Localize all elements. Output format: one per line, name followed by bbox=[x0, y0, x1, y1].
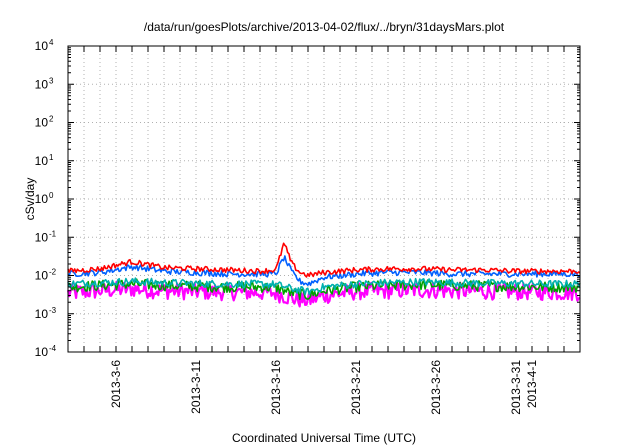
y-tick-exponent: 3 bbox=[49, 76, 54, 85]
y-axis-label: cSv/day bbox=[23, 178, 37, 221]
plot-frame bbox=[67, 45, 581, 353]
grid bbox=[68, 46, 580, 352]
x-tick-label: 2013-3-26 bbox=[429, 360, 443, 415]
y-tick-label: 10 bbox=[35, 230, 49, 244]
y-tick-label: 10 bbox=[35, 77, 49, 91]
series-line bbox=[67, 255, 581, 287]
series-line bbox=[66, 280, 581, 308]
series-line bbox=[67, 242, 581, 278]
chart-title: /data/run/goesPlots/archive/2013-04-02/f… bbox=[144, 20, 505, 34]
x-tick-label: 2013-3-6 bbox=[109, 360, 123, 408]
x-tick-label: 2013-3-11 bbox=[189, 360, 203, 414]
y-tick-label: 10 bbox=[35, 116, 49, 130]
x-tick-label: 2013-3-21 bbox=[349, 360, 363, 415]
series-layer bbox=[66, 242, 581, 308]
y-tick-exponent: 4 bbox=[49, 38, 54, 47]
y-tick-label: 10 bbox=[35, 154, 49, 168]
y-tick-label: 10 bbox=[35, 192, 49, 206]
x-axis-label: Coordinated Universal Time (UTC) bbox=[232, 431, 416, 445]
y-tick-exponent: -2 bbox=[49, 268, 57, 277]
y-tick-exponent: 0 bbox=[49, 191, 54, 200]
y-tick-label: 10 bbox=[35, 345, 49, 359]
x-tick-label: 2013-3-31 bbox=[509, 360, 523, 415]
y-tick-exponent: 2 bbox=[49, 115, 54, 124]
y-tick-exponent: -1 bbox=[49, 229, 57, 238]
y-tick-label: 10 bbox=[35, 39, 49, 53]
y-tick-exponent: 1 bbox=[49, 153, 54, 162]
y-tick-exponent: -4 bbox=[49, 344, 57, 353]
x-tick-labels: 2013-3-6 2013-3-11 2013-3-16 2013-3-21 2013-… bbox=[109, 360, 539, 415]
x-tick-label: 2013-4-1 bbox=[525, 360, 539, 408]
y-tick-label: 10 bbox=[35, 307, 49, 321]
y-tick-label: 10 bbox=[35, 269, 49, 283]
series-line bbox=[67, 277, 581, 296]
x-tick-label: 2013-3-16 bbox=[269, 360, 283, 415]
y-tick-exponent: -3 bbox=[49, 306, 57, 315]
